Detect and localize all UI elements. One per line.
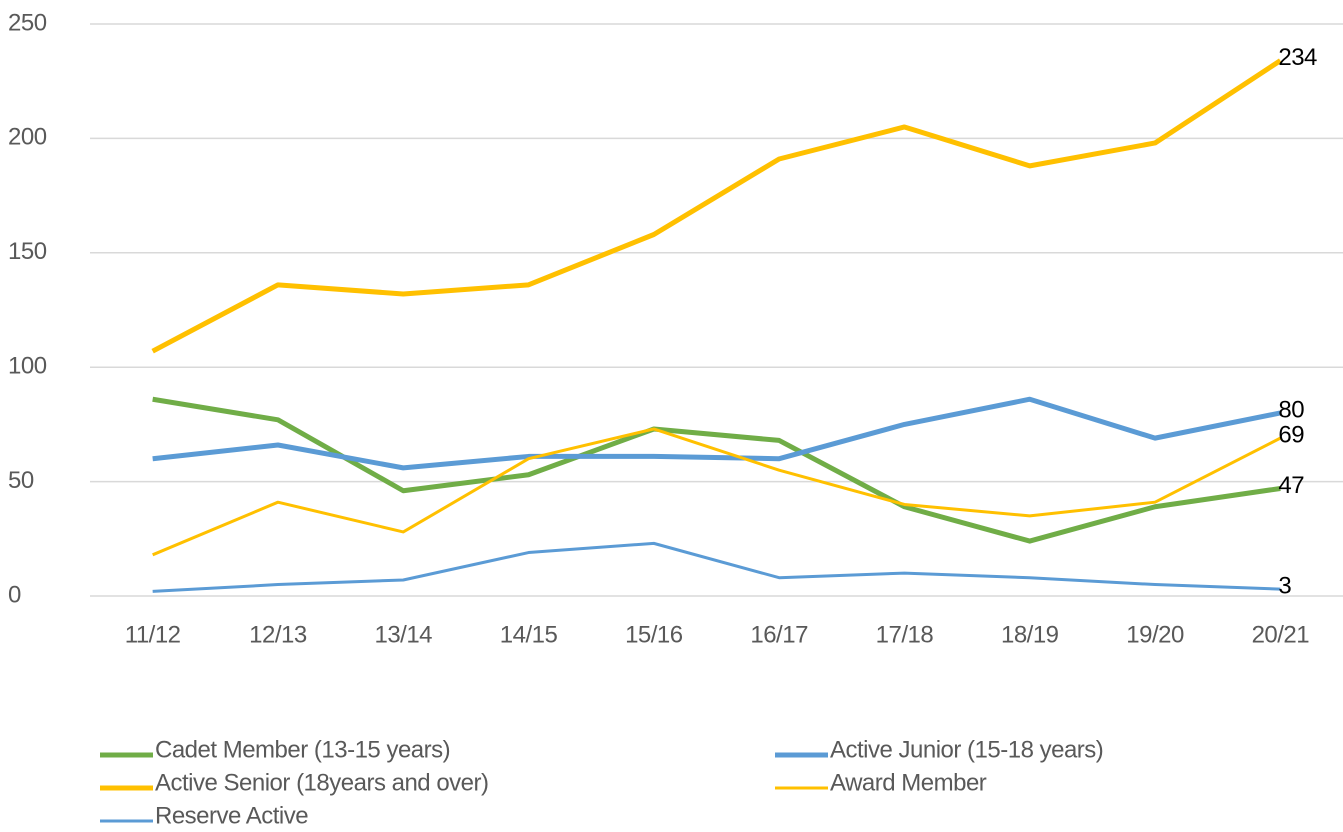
series-line xyxy=(151,58,1282,354)
legend-label: Cadet Member (13-15 years) xyxy=(155,736,450,763)
x-tick-label: 18/19 xyxy=(1001,621,1059,648)
y-tick-label: 150 xyxy=(8,238,47,265)
x-tick-label: 12/13 xyxy=(249,621,307,648)
x-tick-label: 15/16 xyxy=(625,621,683,648)
data-label: 80 xyxy=(1278,396,1304,423)
series-line xyxy=(152,396,1281,471)
data-label: 47 xyxy=(1278,472,1304,499)
y-tick-label: 0 xyxy=(8,581,21,608)
y-tick-label: 250 xyxy=(8,9,47,36)
data-label: 234 xyxy=(1278,44,1317,71)
x-tick-label: 17/18 xyxy=(876,621,934,648)
legend-label: Reserve Active xyxy=(155,802,308,829)
series-line xyxy=(152,396,1281,544)
y-tick-label: 100 xyxy=(8,353,47,380)
legend-label: Award Member xyxy=(830,769,987,796)
data-label: 69 xyxy=(1278,421,1304,448)
x-tick-label: 13/14 xyxy=(374,621,432,648)
data-label: 3 xyxy=(1278,572,1291,599)
y-tick-label: 50 xyxy=(8,467,34,494)
legend-label: Active Junior (15-18 years) xyxy=(830,736,1103,763)
x-tick-label: 16/17 xyxy=(750,621,808,648)
series-line xyxy=(152,427,1282,557)
legend-label: Active Senior (18years and over) xyxy=(155,769,489,796)
x-tick-label: 14/15 xyxy=(500,621,558,648)
x-tick-label: 19/20 xyxy=(1126,621,1184,648)
x-tick-label: 11/12 xyxy=(125,621,181,648)
x-tick-label: 20/21 xyxy=(1252,621,1310,648)
y-tick-label: 200 xyxy=(8,124,47,151)
series-line xyxy=(152,541,1281,593)
